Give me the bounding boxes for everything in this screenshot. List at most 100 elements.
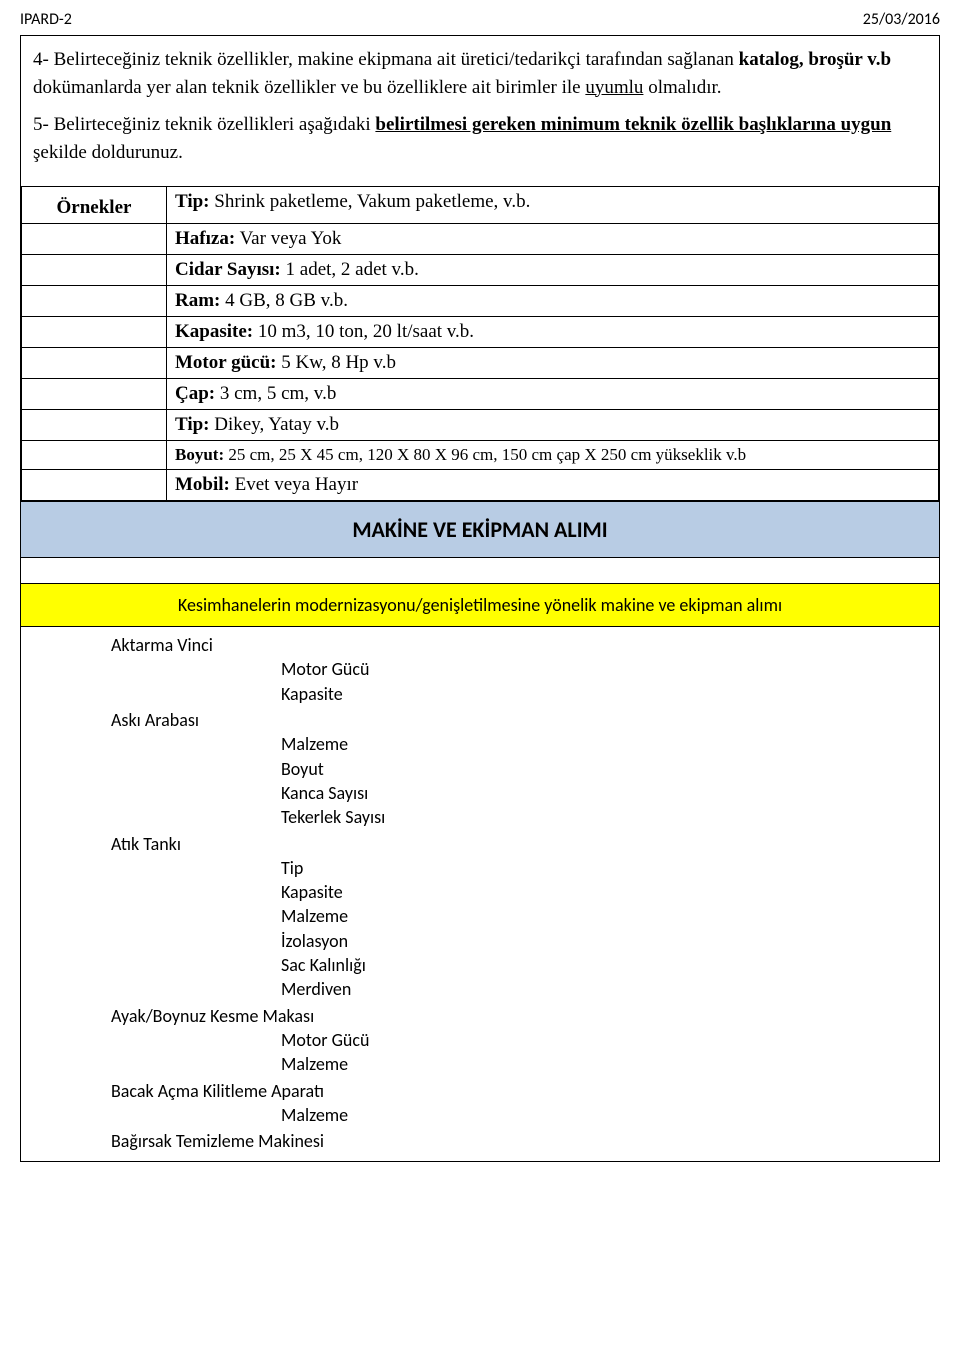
intro-p1-mid: dokümanlarda yer alan teknik özellikler … — [33, 77, 585, 98]
equipment-name: Aktarma Vinci — [111, 633, 849, 657]
example-label: Çap: — [175, 383, 215, 404]
table-row: Mobil: Evet veya Hayır — [22, 470, 939, 501]
example-value: Shrink paketleme, Vakum paketleme, v.b. — [210, 191, 531, 212]
equipment-attr: Motor Gücü — [281, 657, 849, 681]
intro-p2-underline: belirtilmesi gereken minimum teknik özel… — [375, 114, 891, 135]
subsection-title: Kesimhanelerin modernizasyonu/genişletil… — [21, 584, 939, 627]
equipment-attr: Malzeme — [281, 1103, 849, 1127]
example-value: 25 cm, 25 X 45 cm, 120 X 80 X 96 cm, 150… — [224, 445, 746, 464]
example-label: Tip: — [175, 414, 210, 435]
equipment-attrs: Malzeme Boyut Kanca Sayısı Tekerlek Sayı… — [111, 732, 849, 829]
equipment-attrs: Motor Gücü Malzeme — [111, 1028, 849, 1077]
equipment-attr: İzolasyon — [281, 929, 849, 953]
table-row: Hafıza: Var veya Yok — [22, 224, 939, 255]
header-left: IPARD-2 — [20, 10, 72, 29]
equipment-item: Bacak Açma Kilitleme Aparatı Malzeme — [111, 1079, 849, 1128]
table-row: Örnekler Tip: Shrink paketleme, Vakum pa… — [22, 187, 939, 224]
intro-p1-underline: uyumlu — [585, 77, 643, 98]
section-title: MAKİNE VE EKİPMAN ALIMI — [21, 501, 939, 558]
intro-block: 4- Belirteceğiniz teknik özellikler, mak… — [21, 36, 939, 186]
equipment-attrs: Tip Kapasite Malzeme İzolasyon Sac Kalın… — [111, 856, 849, 1002]
empty-cell — [22, 348, 167, 379]
intro-p1-bold: katalog, broşür v.b — [739, 49, 891, 70]
table-row: Tip: Dikey, Yatay v.b — [22, 410, 939, 441]
examples-table: Örnekler Tip: Shrink paketleme, Vakum pa… — [21, 186, 939, 501]
equipment-item: Aktarma Vinci Motor Gücü Kapasite — [111, 633, 849, 706]
empty-cell — [22, 224, 167, 255]
example-label: Ram: — [175, 290, 220, 311]
equipment-attr: Boyut — [281, 757, 849, 781]
equipment-name: Atık Tankı — [111, 832, 849, 856]
equipment-attr: Malzeme — [281, 1052, 849, 1076]
equipment-attr: Tekerlek Sayısı — [281, 805, 849, 829]
intro-paragraph-2: 5- Belirteceğiniz teknik özellikleri aşa… — [33, 111, 927, 166]
equipment-item: Askı Arabası Malzeme Boyut Kanca Sayısı … — [111, 708, 849, 829]
equipment-attrs: Malzeme — [111, 1103, 849, 1127]
empty-cell — [22, 410, 167, 441]
empty-cell — [22, 379, 167, 410]
main-container: 4- Belirteceğiniz teknik özellikler, mak… — [20, 35, 940, 1162]
example-cell: Tip: Shrink paketleme, Vakum paketleme, … — [167, 187, 939, 224]
equipment-name: Askı Arabası — [111, 708, 849, 732]
table-row: Boyut: 25 cm, 25 X 45 cm, 120 X 80 X 96 … — [22, 441, 939, 470]
equipment-item: Atık Tankı Tip Kapasite Malzeme İzolasyo… — [111, 832, 849, 1002]
example-label: Kapasite: — [175, 321, 253, 342]
empty-cell — [22, 470, 167, 501]
example-cell: Cidar Sayısı: 1 adet, 2 adet v.b. — [167, 255, 939, 286]
table-row: Motor gücü: 5 Kw, 8 Hp v.b — [22, 348, 939, 379]
table-row: Kapasite: 10 m3, 10 ton, 20 lt/saat v.b. — [22, 317, 939, 348]
empty-cell — [22, 255, 167, 286]
empty-cell — [22, 286, 167, 317]
equipment-attr: Motor Gücü — [281, 1028, 849, 1052]
equipment-attr: Merdiven — [281, 977, 849, 1001]
page-header: IPARD-2 25/03/2016 — [20, 10, 940, 29]
table-row: Ram: 4 GB, 8 GB v.b. — [22, 286, 939, 317]
intro-p2-prefix: 5- Belirteceğiniz teknik özellikleri aşa… — [33, 114, 375, 135]
example-value: 10 m3, 10 ton, 20 lt/saat v.b. — [253, 321, 474, 342]
spacer — [21, 558, 939, 584]
example-value: Var veya Yok — [235, 228, 341, 249]
equipment-attr: Sac Kalınlığı — [281, 953, 849, 977]
example-value: 3 cm, 5 cm, v.b — [215, 383, 336, 404]
examples-header: Örnekler — [22, 187, 167, 224]
example-cell: Ram: 4 GB, 8 GB v.b. — [167, 286, 939, 317]
example-cell: Tip: Dikey, Yatay v.b — [167, 410, 939, 441]
equipment-attr: Kapasite — [281, 682, 849, 706]
equipment-list: Aktarma Vinci Motor Gücü Kapasite Askı A… — [21, 627, 939, 1161]
equipment-attr: Tip — [281, 856, 849, 880]
equipment-attr: Kapasite — [281, 880, 849, 904]
equipment-attr: Kanca Sayısı — [281, 781, 849, 805]
example-value: 4 GB, 8 GB v.b. — [220, 290, 348, 311]
intro-p1-prefix: 4- Belirteceğiniz teknik özellikler, mak… — [33, 49, 739, 70]
intro-paragraph-1: 4- Belirteceğiniz teknik özellikler, mak… — [33, 46, 927, 101]
equipment-item: Bağırsak Temizleme Makinesi — [111, 1129, 849, 1153]
header-right: 25/03/2016 — [863, 10, 940, 29]
equipment-name: Ayak/Boynuz Kesme Makası — [111, 1004, 849, 1028]
intro-p1-suffix: olmalıdır. — [643, 77, 721, 98]
example-cell: Mobil: Evet veya Hayır — [167, 470, 939, 501]
example-cell: Boyut: 25 cm, 25 X 45 cm, 120 X 80 X 96 … — [167, 441, 939, 470]
example-cell: Hafıza: Var veya Yok — [167, 224, 939, 255]
example-value: 5 Kw, 8 Hp v.b — [277, 352, 396, 373]
example-label: Motor gücü: — [175, 352, 277, 373]
example-value: 1 adet, 2 adet v.b. — [281, 259, 419, 280]
table-row: Çap: 3 cm, 5 cm, v.b — [22, 379, 939, 410]
example-label: Tip: — [175, 191, 210, 212]
example-value: Dikey, Yatay v.b — [210, 414, 339, 435]
example-label: Hafıza: — [175, 228, 235, 249]
table-row: Cidar Sayısı: 1 adet, 2 adet v.b. — [22, 255, 939, 286]
equipment-attr: Malzeme — [281, 732, 849, 756]
empty-cell — [22, 441, 167, 470]
intro-p2-suffix: şekilde doldurunuz. — [33, 142, 183, 163]
equipment-name: Bacak Açma Kilitleme Aparatı — [111, 1079, 849, 1103]
equipment-attrs: Motor Gücü Kapasite — [111, 657, 849, 706]
example-cell: Motor gücü: 5 Kw, 8 Hp v.b — [167, 348, 939, 379]
equipment-attr: Malzeme — [281, 904, 849, 928]
empty-cell — [22, 317, 167, 348]
example-label: Mobil: — [175, 474, 230, 495]
equipment-name: Bağırsak Temizleme Makinesi — [111, 1129, 849, 1153]
example-label: Cidar Sayısı: — [175, 259, 281, 280]
equipment-item: Ayak/Boynuz Kesme Makası Motor Gücü Malz… — [111, 1004, 849, 1077]
example-cell: Kapasite: 10 m3, 10 ton, 20 lt/saat v.b. — [167, 317, 939, 348]
example-label: Boyut: — [175, 445, 224, 464]
